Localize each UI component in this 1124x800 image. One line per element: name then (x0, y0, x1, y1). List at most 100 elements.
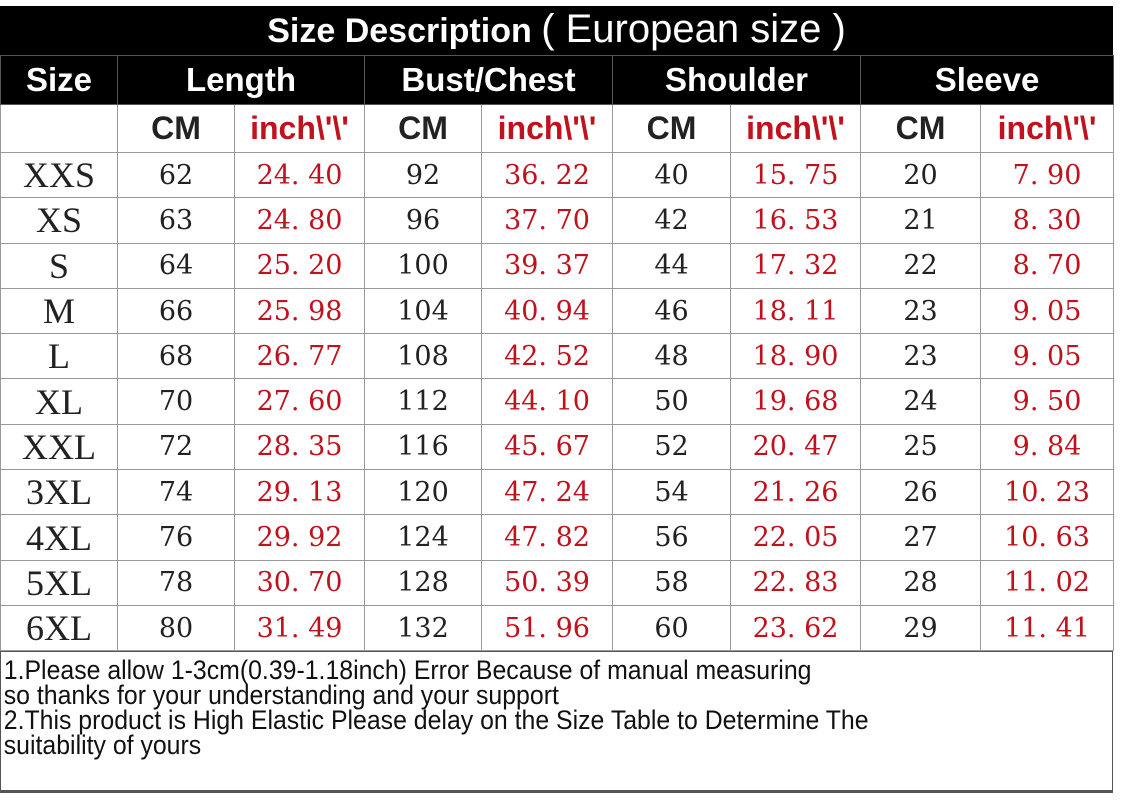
cm-cell: 72 (117, 423, 235, 471)
size-cell: 3XL (0, 469, 118, 516)
cm-cell: 96 (364, 197, 483, 244)
size-cell: L (0, 333, 118, 380)
table-row: 3XL 74 29. 13 120 47. 24 54 21. 26 26 10. 23 (0, 469, 1115, 516)
inch-cell: 22. 83 (730, 559, 862, 606)
note-line: suitability of yours (3, 730, 202, 761)
cm-cell: 25 (860, 423, 982, 471)
cm-cell: 128 (364, 559, 483, 606)
cm-cell: 100 (364, 242, 483, 289)
size-cell: 5XL (0, 559, 118, 606)
table-row: L 68 26. 77 108 42. 52 48 18. 90 23 9. 05 (0, 333, 1115, 380)
cm-cell: 40 (612, 151, 732, 199)
unit-cm: CM (860, 104, 982, 153)
cm-cell: 120 (364, 469, 483, 516)
table-row: 5XL 78 30. 70 128 50. 39 58 22. 83 28 11. 02 (0, 559, 1115, 606)
inch-cell: 20. 47 (730, 423, 862, 471)
table-row: 6XL 80 31. 49 132 51. 96 60 23. 62 29 11. 41 (0, 604, 1115, 652)
size-cell: 6XL (0, 604, 118, 652)
header-row: Size Length Bust/Chest Shoulder Sleeve (0, 55, 1115, 105)
cm-cell: 48 (612, 333, 732, 380)
inch-cell: 19. 68 (730, 378, 862, 425)
inch-cell: 9. 05 (980, 287, 1115, 335)
table-row: XXL 72 28. 35 116 45. 67 52 20. 47 25 9. 84 (0, 423, 1115, 471)
cm-cell: 54 (612, 469, 732, 516)
cm-cell: 64 (117, 242, 235, 289)
inch-cell: 21. 26 (730, 469, 862, 516)
inch-cell: 9. 84 (980, 423, 1115, 471)
inch-cell: 15. 75 (730, 151, 862, 199)
note-line: so thanks for your understanding and you… (3, 680, 559, 711)
inch-cell: 25. 98 (233, 287, 366, 335)
unit-cm: CM (117, 104, 235, 153)
size-cell: M (0, 287, 118, 335)
cm-cell: 63 (117, 197, 235, 244)
inch-cell: 8. 30 (980, 197, 1115, 244)
size-cell: XXS (0, 151, 118, 199)
cm-cell: 26 (860, 469, 982, 516)
table-row: XXS 62 24. 40 92 36. 22 40 15. 75 20 7. 90 (0, 151, 1115, 199)
inch-cell: 16. 53 (730, 197, 862, 244)
inch-cell: 8. 70 (980, 242, 1115, 289)
cm-cell: 42 (612, 197, 732, 244)
inch-cell: 44. 10 (481, 378, 614, 425)
inch-cell: 31. 49 (233, 604, 366, 652)
cm-cell: 70 (117, 378, 235, 425)
header-sleeve: Sleeve (860, 55, 1115, 105)
inch-cell: 27. 60 (233, 378, 366, 425)
cm-cell: 76 (117, 514, 235, 561)
inch-cell: 10. 63 (980, 514, 1115, 561)
unit-cm: CM (612, 104, 732, 153)
inch-cell: 26. 77 (233, 333, 366, 380)
size-table: Size Length Bust/Chest Shoulder Sleeve C… (0, 55, 1115, 652)
size-cell: S (0, 242, 118, 289)
inch-cell: 37. 70 (481, 197, 614, 244)
inch-cell: 22. 05 (730, 514, 862, 561)
notes-box: 1.Please allow 1-3cm(0.39-1.18inch) Erro… (0, 651, 1113, 794)
inch-cell: 24. 40 (233, 151, 366, 199)
inch-cell: 29. 92 (233, 514, 366, 561)
inch-cell: 40. 94 (481, 287, 614, 335)
cm-cell: 132 (364, 604, 483, 652)
table-row: M 66 25. 98 104 40. 94 46 18. 11 23 9. 05 (0, 287, 1115, 335)
inch-cell: 47. 82 (481, 514, 614, 561)
cm-cell: 20 (860, 151, 982, 199)
cm-cell: 62 (117, 151, 235, 199)
header-bust-chest: Bust/Chest (364, 55, 614, 105)
inch-cell: 30. 70 (233, 559, 366, 606)
inch-cell: 45. 67 (481, 423, 614, 471)
inch-cell: 17. 32 (730, 242, 862, 289)
cm-cell: 108 (364, 333, 483, 380)
cm-cell: 21 (860, 197, 982, 244)
inch-cell: 39. 37 (481, 242, 614, 289)
cm-cell: 29 (860, 604, 982, 652)
cm-cell: 56 (612, 514, 732, 561)
size-cell: XL (0, 378, 118, 425)
inch-cell: 9. 50 (980, 378, 1115, 425)
cm-cell: 66 (117, 287, 235, 335)
cm-cell: 52 (612, 423, 732, 471)
inch-cell: 7. 90 (980, 151, 1115, 199)
inch-cell: 9. 05 (980, 333, 1115, 380)
cm-cell: 23 (860, 333, 982, 380)
inch-cell: 18. 90 (730, 333, 862, 380)
cm-cell: 124 (364, 514, 483, 561)
cm-cell: 60 (612, 604, 732, 652)
cm-cell: 92 (364, 151, 483, 199)
cm-cell: 74 (117, 469, 235, 516)
cm-cell: 112 (364, 378, 483, 425)
cm-cell: 104 (364, 287, 483, 335)
cm-cell: 68 (117, 333, 235, 380)
chart-title: Size Description ( European size ) (0, 6, 1113, 55)
inch-cell: 11. 02 (980, 559, 1115, 606)
size-chart: Size Description ( European size ) Size … (0, 6, 1115, 794)
unit-inch: inch\'\' (980, 104, 1115, 153)
table-row: 4XL 76 29. 92 124 47. 82 56 22. 05 27 10. 63 (0, 514, 1115, 561)
unit-inch: inch\'\' (481, 104, 614, 153)
cm-cell: 50 (612, 378, 732, 425)
inch-cell: 10. 23 (980, 469, 1115, 516)
inch-cell: 18. 11 (730, 287, 862, 335)
cm-cell: 22 (860, 242, 982, 289)
cm-cell: 116 (364, 423, 483, 471)
cm-cell: 23 (860, 287, 982, 335)
inch-cell: 51. 96 (481, 604, 614, 652)
